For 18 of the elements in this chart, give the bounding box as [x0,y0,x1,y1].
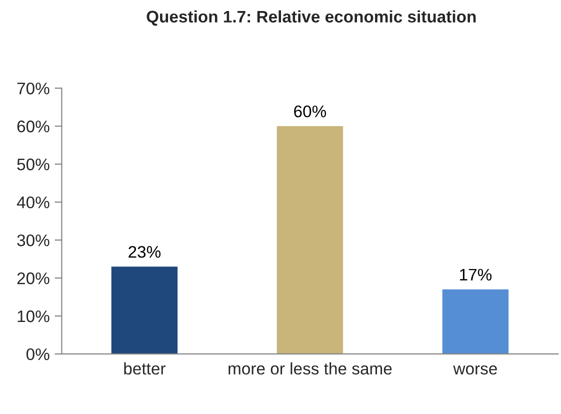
y-tick-label: 40% [16,196,50,208]
bar [276,126,344,354]
y-tick-label: 30% [17,234,50,246]
x-tick-label: more or less the same [228,362,392,375]
y-tick-label: 60% [17,120,50,132]
x-tick-label: worse [453,365,497,375]
y-tick-label: 20% [17,272,50,284]
y-tick-label: 0% [26,348,50,360]
data-label: 17% [460,268,492,281]
data-label: 60% [294,106,326,118]
bar [442,289,509,354]
data-label: 23% [128,246,161,258]
chart-title: Question 1.7: Relative economic situation [146,10,476,26]
y-tick-label: 10% [18,310,50,322]
bar [111,266,178,354]
y-tick-label: 50% [17,158,50,170]
y-tick-label: 70% [17,82,50,94]
x-tick-label: better [124,362,166,375]
